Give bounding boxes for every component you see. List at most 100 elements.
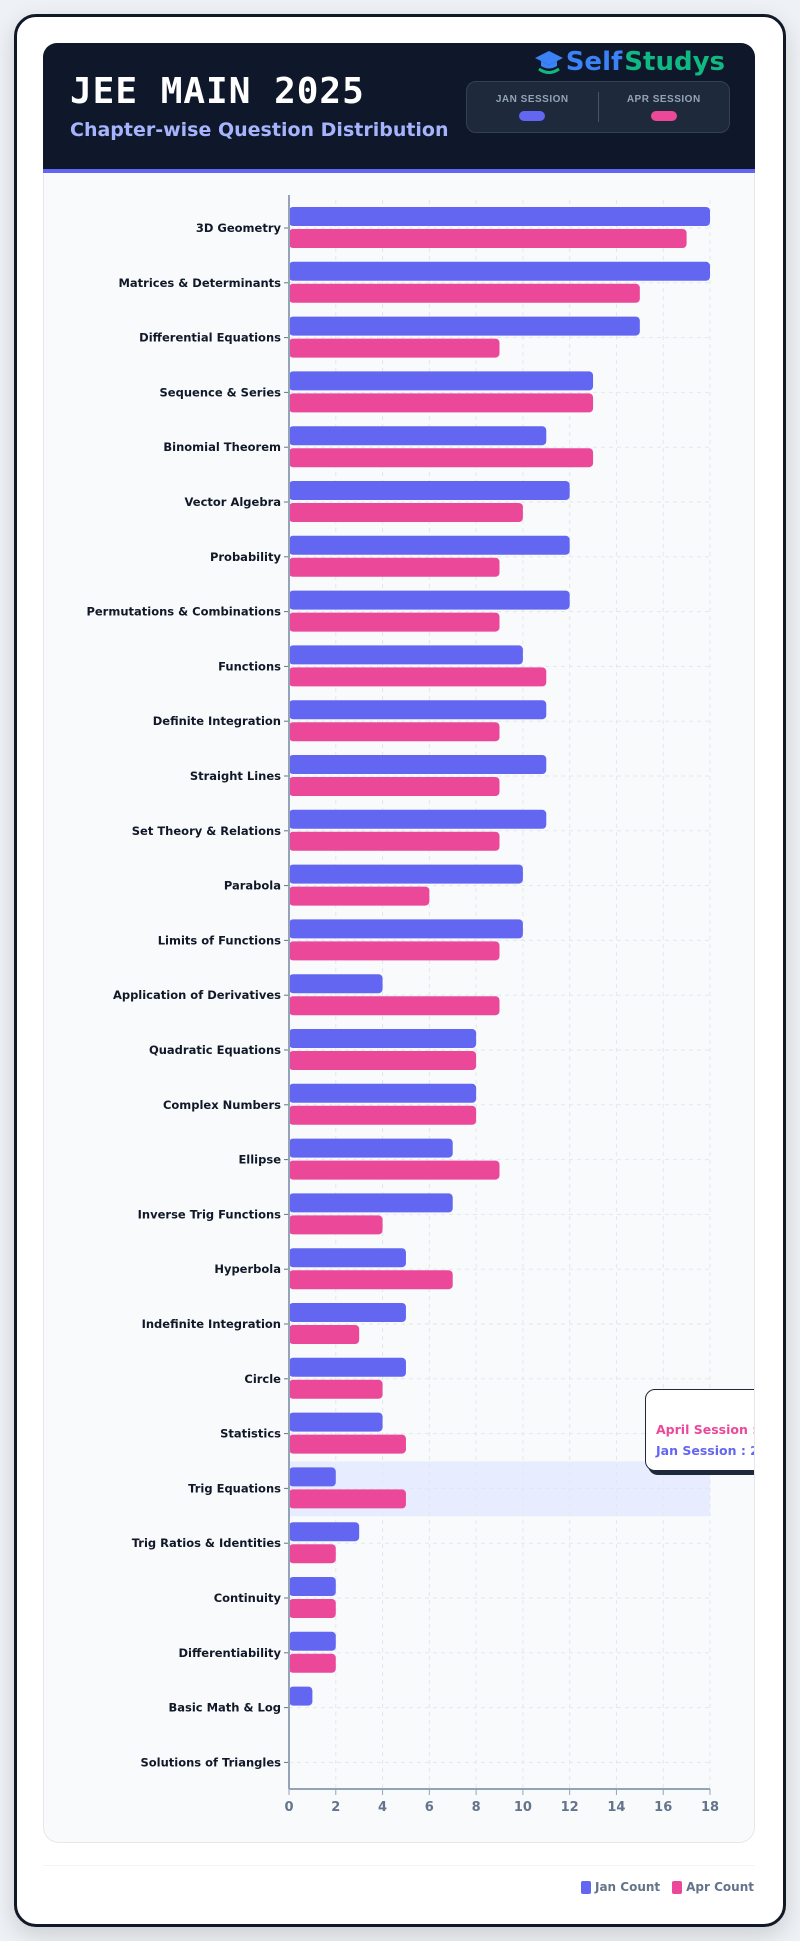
bar-apr xyxy=(289,886,430,906)
bar-jan xyxy=(289,864,523,884)
bar-apr xyxy=(289,1544,336,1564)
legend-swatch xyxy=(672,1880,683,1894)
bar-jan xyxy=(289,1193,453,1213)
bar-apr xyxy=(289,941,500,961)
jan-session: JAN SESSION xyxy=(467,82,598,132)
bar-apr xyxy=(289,1270,453,1290)
bar-apr xyxy=(289,283,640,303)
y-tick-label: Functions xyxy=(218,659,281,673)
bar-jan xyxy=(289,700,547,720)
footer-divider xyxy=(43,1865,755,1866)
bar-apr xyxy=(289,612,500,632)
bar-jan xyxy=(289,974,383,994)
bar-jan xyxy=(289,755,547,774)
x-tick-label: 12 xyxy=(561,1800,579,1815)
y-tick-label: Limits of Functions xyxy=(158,933,281,947)
bar-jan xyxy=(289,1686,313,1706)
bar-apr xyxy=(289,1434,406,1454)
jan-color-pill xyxy=(519,110,546,121)
y-tick-label: Solutions of Triangles xyxy=(140,1755,281,1769)
y-tick-label: Ellipse xyxy=(238,1153,281,1167)
y-tick-label: Basic Math & Log xyxy=(168,1701,281,1715)
bar-jan xyxy=(289,1522,360,1542)
y-tick-label: Vector Algebra xyxy=(185,495,282,509)
bar-apr xyxy=(289,338,500,358)
y-tick-label: Probability xyxy=(210,550,282,564)
x-tick-label: 0 xyxy=(284,1800,293,1815)
bar-apr xyxy=(289,1489,406,1509)
legend-item-apr[interactable]: Apr Count xyxy=(672,1880,754,1894)
graduation-cap-icon xyxy=(534,51,563,74)
x-tick-label: 16 xyxy=(654,1800,672,1815)
y-tick-label: Hyperbola xyxy=(214,1262,281,1276)
bar-jan xyxy=(289,1303,406,1322)
bar-jan xyxy=(289,481,570,500)
y-tick-label: Trig Equations xyxy=(188,1481,281,1495)
bar-jan xyxy=(289,1577,336,1596)
y-tick-label: Parabola xyxy=(224,879,281,893)
bar-jan xyxy=(289,1248,406,1268)
bar-apr xyxy=(289,1051,477,1070)
bar-apr xyxy=(289,996,500,1016)
bar-apr xyxy=(289,393,594,413)
x-tick-label: 10 xyxy=(514,1800,532,1815)
bar-jan xyxy=(289,535,570,555)
bar-jan xyxy=(289,1138,453,1158)
x-tick-label: 4 xyxy=(378,1800,387,1815)
tooltip-jan: Jan Session : 2 xyxy=(656,1443,755,1458)
y-tick-label: Quadratic Equations xyxy=(149,1043,281,1057)
bar-jan xyxy=(289,316,640,336)
tooltip: April Session : 5 Jan Session : 2 xyxy=(645,1389,755,1471)
bar-jan xyxy=(289,1357,406,1377)
y-tick-label: Inverse Trig Functions xyxy=(138,1207,282,1221)
header: JEE MAIN 2025 Chapter-wise Question Dist… xyxy=(43,43,755,173)
y-tick-label: Continuity xyxy=(214,1591,282,1605)
tooltip-april: April Session : 5 xyxy=(656,1422,754,1437)
y-tick-label: Definite Integration xyxy=(153,714,281,728)
bar-apr xyxy=(289,448,594,468)
y-tick-label: Straight Lines xyxy=(190,769,281,783)
bar-jan xyxy=(289,1083,477,1103)
y-tick-label: 3D Geometry xyxy=(196,221,282,235)
bar-jan xyxy=(289,261,710,281)
bar-apr xyxy=(289,1599,336,1618)
legend-swatch xyxy=(580,1880,591,1894)
bar-jan xyxy=(289,590,570,610)
apr-color-pill xyxy=(650,110,677,121)
y-tick-label: Complex Numbers xyxy=(163,1098,281,1112)
selfstudys-logo: Self Studys xyxy=(534,47,725,77)
chart-card: 0 2 4 6 8 10 12 14 16 18 3D Geometry Matrices & Det… xyxy=(43,173,755,1843)
bar-apr xyxy=(289,557,500,577)
bar-apr xyxy=(289,1215,383,1235)
y-tick-label: Circle xyxy=(244,1372,281,1386)
bar-jan xyxy=(289,207,710,226)
bar-jan xyxy=(289,1631,336,1651)
y-tick-label: Trig Ratios & Identities xyxy=(132,1536,281,1550)
bar-apr xyxy=(289,722,500,742)
bar-jan xyxy=(289,426,547,446)
bar-jan xyxy=(289,1467,336,1487)
page-title: JEE MAIN 2025 xyxy=(70,71,365,112)
page-subtitle: Chapter-wise Question Distribution xyxy=(70,119,449,141)
bar-jan xyxy=(289,809,547,829)
bar-apr xyxy=(289,1325,360,1344)
y-tick-label: Statistics xyxy=(220,1427,281,1441)
x-tick-label: 8 xyxy=(472,1800,481,1815)
y-tick-label: Differentiability xyxy=(178,1646,281,1660)
bar-jan xyxy=(289,1029,477,1048)
bar-chart: 0 2 4 6 8 10 12 14 16 18 3D Geometry Matrices & Det… xyxy=(86,195,719,1815)
x-tick-label: 6 xyxy=(425,1800,434,1815)
bar-jan xyxy=(289,371,594,391)
y-tick-label: Matrices & Determinants xyxy=(118,276,281,290)
y-tick-label: Differential Equations xyxy=(139,331,281,345)
bar-apr xyxy=(289,503,523,522)
x-tick-label: 14 xyxy=(607,1800,625,1815)
bar-apr xyxy=(289,831,500,851)
bar-apr xyxy=(289,229,687,248)
x-tick-label: 2 xyxy=(331,1800,340,1815)
chart-legend: Jan Count Apr Count xyxy=(580,1880,754,1894)
bar-apr xyxy=(289,777,500,796)
legend-item-jan[interactable]: Jan Count xyxy=(580,1880,660,1894)
bar-apr xyxy=(289,1160,500,1180)
y-tick-label: Indefinite Integration xyxy=(142,1317,281,1331)
